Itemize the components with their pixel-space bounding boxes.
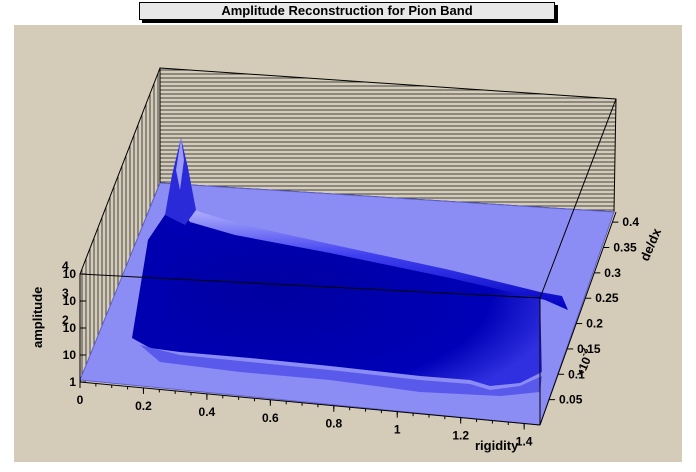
- y-multiplier-exponent: -3: [578, 346, 590, 357]
- x-tick-label: 1: [394, 423, 401, 437]
- right-frame-edge: [539, 98, 617, 299]
- x-tick-label: 1.2: [452, 429, 469, 443]
- z-tick-label: 1: [69, 375, 76, 389]
- x-axis-line: [79, 381, 541, 426]
- z-tick-exponent: 4: [62, 259, 69, 273]
- y-tick-group: 0.05 0.1 0.15 0.2 0.25 0.3 0.35 0.4: [549, 215, 639, 407]
- x-axis-label: rigidity: [475, 438, 519, 453]
- y-tick-label: 0.15: [577, 342, 601, 356]
- x-tick-label: 1.4: [516, 435, 533, 449]
- surface-fringe: [140, 345, 542, 396]
- x-tick-group: 0 0.2 0.4 0.6 0.8 1 1.2 1.4: [77, 382, 533, 449]
- y-tick-label: 0.1: [568, 367, 585, 381]
- z-tick-label: 10: [63, 321, 77, 335]
- y-tick-label: 0.3: [604, 266, 621, 280]
- y-tick-label: 0.35: [613, 241, 637, 255]
- y-tick-label: 0.05: [559, 393, 583, 407]
- surface-peak-highlight: [176, 138, 184, 190]
- y-multiplier-base: ×10: [573, 355, 594, 380]
- y-tick-label: 0.25: [595, 291, 619, 305]
- z-tick-exponent: 2: [62, 313, 69, 327]
- x-tick-label: 0.4: [199, 405, 216, 419]
- z-tick-exponent: 3: [62, 286, 69, 300]
- x-tick-label: 0.8: [325, 417, 342, 431]
- x-tick-label: 0.6: [262, 411, 279, 425]
- z-tick-label: 10: [63, 348, 77, 362]
- y-tick-label: 0.2: [586, 317, 603, 331]
- surface-band-body: [132, 200, 542, 386]
- y-tick-label: 0.4: [622, 215, 639, 229]
- y-axis-label: de/dx: [637, 225, 664, 263]
- chart-title: Amplitude Reconstruction for Pion Band: [139, 2, 555, 20]
- z-tick-label: 10: [63, 294, 77, 308]
- surface-ridge: [175, 200, 568, 310]
- z-axis-label: amplitude: [30, 287, 45, 348]
- surface-left-edge: [140, 215, 170, 330]
- x-tick-label: 0.2: [135, 399, 152, 413]
- z-tick-label: 10: [63, 267, 77, 281]
- x-tick-label: 0: [77, 393, 84, 407]
